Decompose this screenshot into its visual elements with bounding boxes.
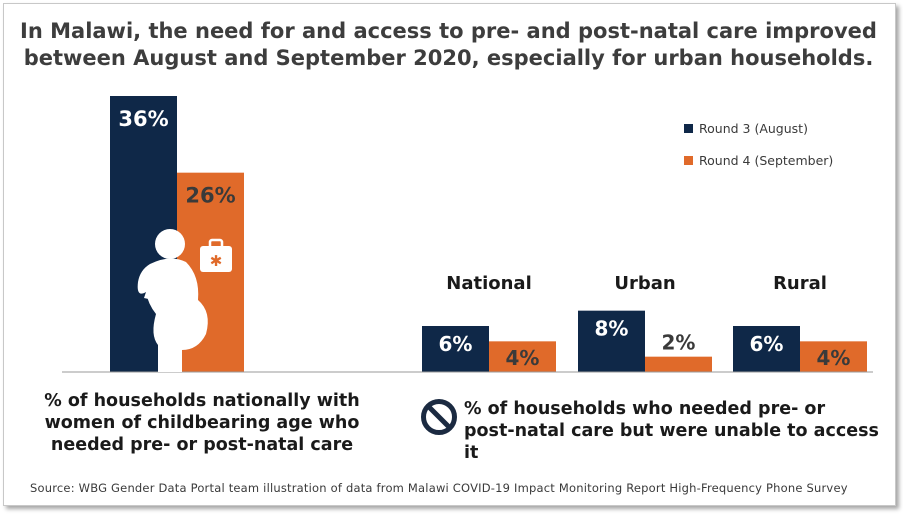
data-label-rural-round3: 6% bbox=[750, 332, 784, 356]
legend-item-round4: Round 4 (September) bbox=[684, 152, 833, 168]
medical-kit-icon: ✱ bbox=[200, 238, 232, 272]
data-label-national-round3: 6% bbox=[439, 332, 473, 356]
caption-left: % of households nationally with women of… bbox=[44, 391, 360, 455]
legend-swatch-round4 bbox=[684, 155, 693, 165]
data-label-rural-round4: 4% bbox=[817, 346, 851, 370]
title-line-1: In Malawi, the need for and access to pr… bbox=[20, 19, 877, 43]
caption-right-text: % of households who needed pre- or post-… bbox=[464, 399, 879, 463]
legend-label-round3: Round 3 (August) bbox=[699, 120, 808, 136]
bar-rural-round3 bbox=[733, 326, 800, 372]
title-line-2: between August and September 2020, espec… bbox=[23, 46, 874, 70]
bar-urban-round3 bbox=[578, 310, 645, 372]
chart-title: In Malawi, the need for and access to pr… bbox=[0, 18, 897, 72]
category-label-national: National bbox=[446, 273, 531, 294]
right-bar-group: 6% 4% 8% 2% 6% 4% bbox=[422, 310, 867, 372]
category-label-rural: Rural bbox=[773, 273, 827, 294]
data-label-needed-care-round4: 26% bbox=[185, 184, 235, 208]
legend-item-round3: Round 3 (August) bbox=[684, 120, 833, 136]
category-labels: National Urban Rural bbox=[446, 273, 827, 294]
legend: Round 3 (August) Round 4 (September) bbox=[684, 120, 833, 184]
category-label-urban: Urban bbox=[614, 273, 675, 294]
svg-text:✱: ✱ bbox=[210, 252, 223, 270]
data-label-urban-round4: 2% bbox=[662, 331, 696, 355]
bar-national-round4 bbox=[489, 341, 556, 372]
bar-rural-round4 bbox=[800, 341, 867, 372]
data-label-needed-care-round3: 36% bbox=[118, 107, 168, 131]
bar-national-round3 bbox=[422, 326, 489, 372]
legend-swatch-round3 bbox=[684, 123, 693, 133]
source-note: Source: WBG Gender Data Portal team illu… bbox=[30, 481, 848, 495]
pregnant-woman-icon bbox=[137, 229, 208, 372]
legend-label-round4: Round 4 (September) bbox=[699, 152, 834, 168]
bar-urban-round4 bbox=[645, 356, 712, 372]
data-label-national-round4: 4% bbox=[506, 346, 540, 370]
no-access-icon bbox=[421, 399, 457, 435]
data-label-urban-round3: 8% bbox=[595, 317, 629, 341]
